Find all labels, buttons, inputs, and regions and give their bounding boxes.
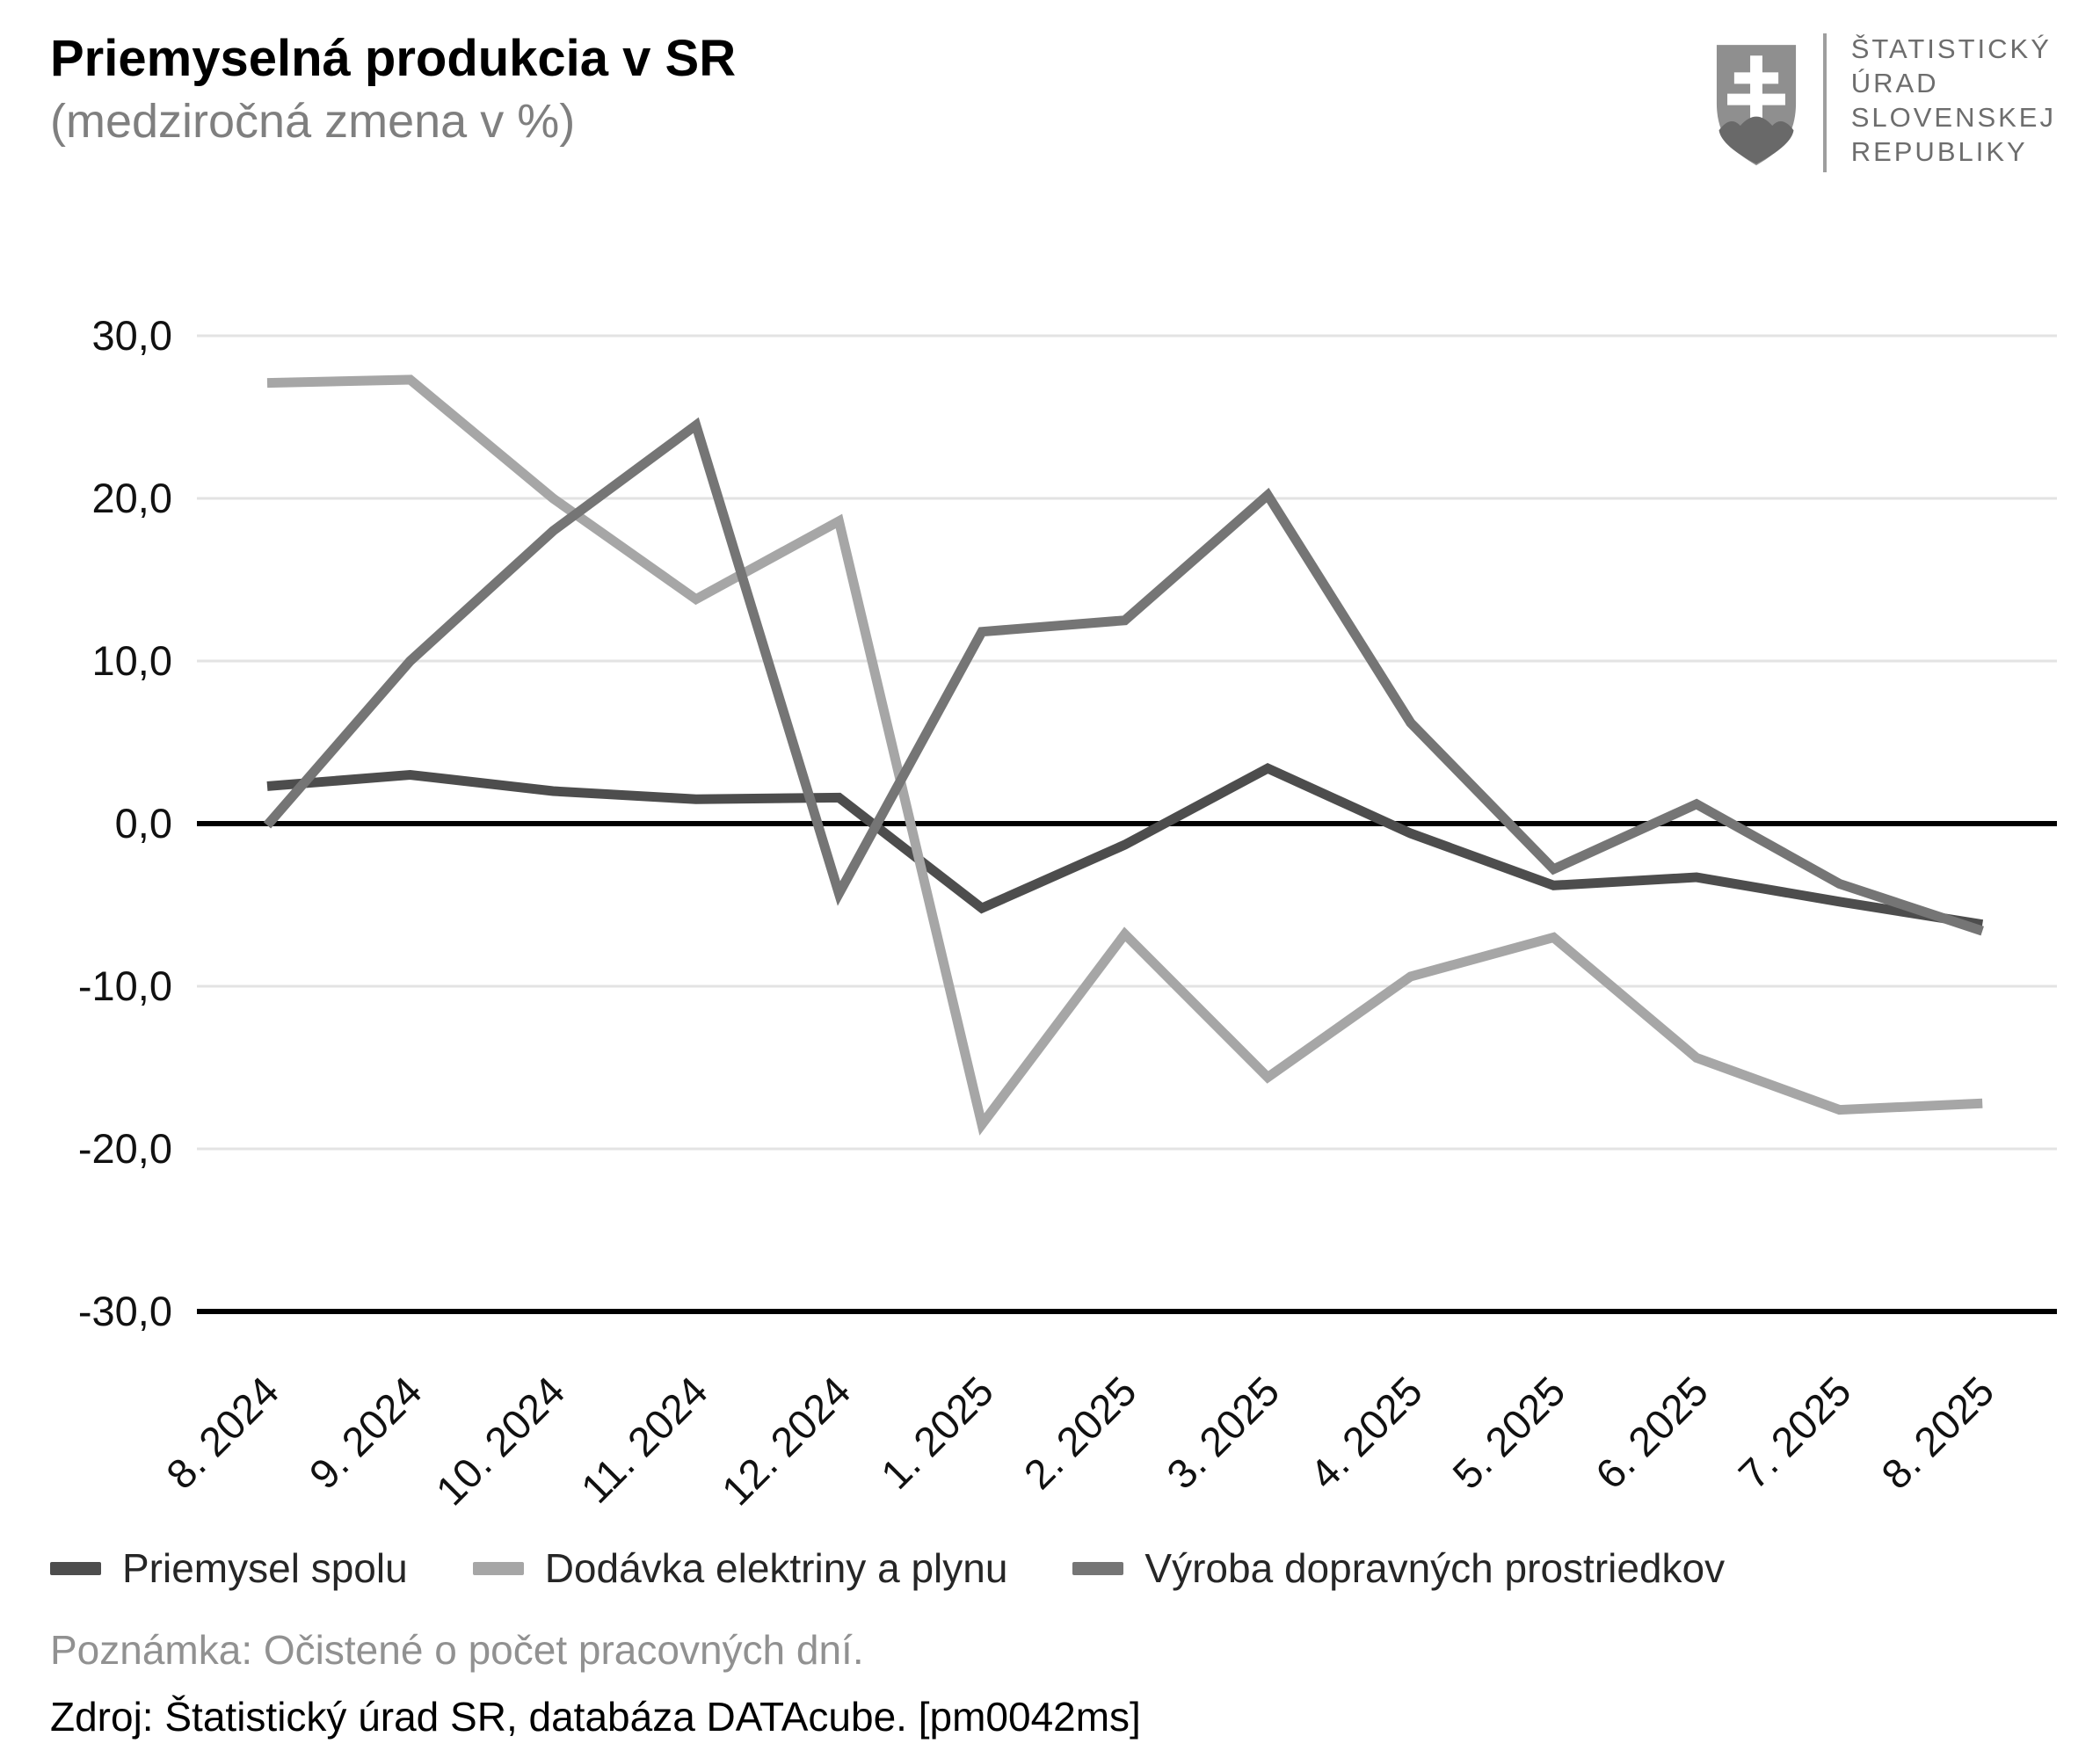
series-line-priemysel-spolu xyxy=(266,762,1984,930)
logo-line: REPUBLIKY xyxy=(1850,136,2028,167)
legend-item-priemysel-spolu: Priemysel spolu xyxy=(50,1544,408,1592)
x-tick-label: 7. 2025 xyxy=(1729,1368,1859,1498)
x-tick-label: 1. 2025 xyxy=(872,1368,1002,1498)
x-tick-label: 11. 2024 xyxy=(571,1368,716,1512)
legend-swatch-icon xyxy=(472,1561,524,1575)
slovak-coat-of-arms-icon xyxy=(1716,45,1796,166)
legend-swatch-icon xyxy=(1072,1561,1124,1575)
chart-source: Zdroj: Štatistický úrad SR, databáza DAT… xyxy=(50,1694,1141,1740)
x-tick-label: 2. 2025 xyxy=(1014,1368,1144,1498)
y-tick-label: 30,0 xyxy=(92,312,172,359)
series-line-dodavka-elektriny-a-plynu xyxy=(266,374,1983,1136)
chart-legend: Priemysel spolu Dodávka elektriny a plyn… xyxy=(50,1544,1725,1592)
legend-label: Priemysel spolu xyxy=(122,1545,408,1591)
x-tick-label: 5. 2025 xyxy=(1443,1368,1573,1498)
y-tick-label: -10,0 xyxy=(78,963,172,1009)
x-tick-label: 8. 2024 xyxy=(157,1368,287,1498)
title-block: Priemyselná produkcia v SR (medziročná z… xyxy=(50,30,737,149)
legend-swatch-icon xyxy=(50,1561,101,1575)
y-tick-label: 20,0 xyxy=(92,475,172,521)
page-subtitle: (medziročná zmena v %) xyxy=(50,94,576,148)
x-tick-label: 10. 2024 xyxy=(426,1368,573,1515)
legend-item-vyroba-dopravnych-prostriedkov: Výroba dopravných prostriedkov xyxy=(1072,1544,1725,1592)
statistical-office-logo: ŠTATISTICKÝ ÚRAD SLOVENSKEJ REPUBLIKY xyxy=(1711,32,2056,174)
legend-label: Dodávka elektriny a plynu xyxy=(544,1545,1008,1591)
y-tick-label: -20,0 xyxy=(78,1125,172,1172)
logo-line: ŠTATISTICKÝ xyxy=(1850,33,2052,64)
chart-note: Poznámka: Očistené o počet pracovných dn… xyxy=(50,1627,864,1673)
x-tick-label: 3. 2025 xyxy=(1158,1368,1288,1498)
logo-line: ÚRAD xyxy=(1850,68,1939,98)
y-tick-label: -30,0 xyxy=(78,1288,172,1334)
header: Priemyselná produkcia v SR (medziročná z… xyxy=(50,30,2056,174)
y-tick-label: 0,0 xyxy=(115,800,172,846)
legend-label: Výroba dopravných prostriedkov xyxy=(1144,1545,1726,1591)
x-tick-label: 9. 2024 xyxy=(300,1368,430,1498)
x-tick-label: 12. 2024 xyxy=(713,1368,860,1515)
logo-divider xyxy=(1822,33,1827,172)
series-line-vyroba-dopravnych-prostriedkov xyxy=(263,417,1984,936)
x-tick-label: 6. 2025 xyxy=(1587,1368,1717,1498)
logo-text: ŠTATISTICKÝ ÚRAD SLOVENSKEJ REPUBLIKY xyxy=(1851,32,2056,169)
x-tick-label: 8. 2025 xyxy=(1872,1368,2002,1498)
logo-line: SLOVENSKEJ xyxy=(1850,102,2056,133)
page-title: Priemyselná produkcia v SR xyxy=(50,30,737,87)
y-tick-label: 10,0 xyxy=(92,637,172,684)
legend-item-dodavka-elektriny-a-plynu: Dodávka elektriny a plynu xyxy=(472,1544,1008,1592)
x-tick-label: 4. 2025 xyxy=(1301,1368,1431,1498)
